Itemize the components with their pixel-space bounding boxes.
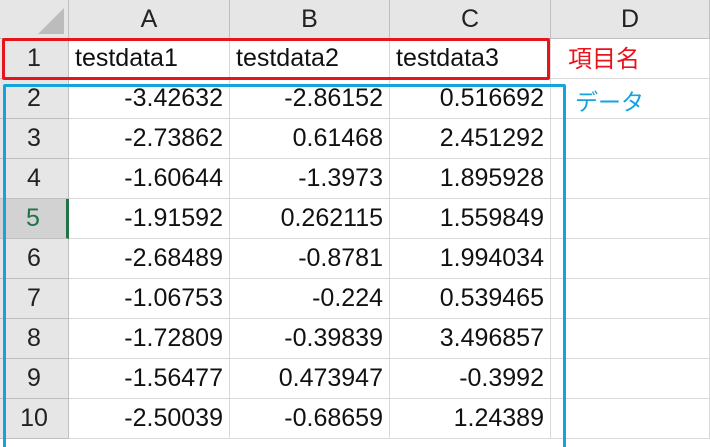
- row-header-9[interactable]: 9: [0, 359, 69, 399]
- cell-c8[interactable]: 3.496857: [390, 319, 551, 359]
- cell-a6[interactable]: -2.68489: [69, 239, 230, 279]
- cell-c10[interactable]: 1.24389: [390, 399, 551, 439]
- cell-d4[interactable]: [551, 159, 710, 199]
- row-header-8[interactable]: 8: [0, 319, 69, 359]
- cell-d9[interactable]: [551, 359, 710, 399]
- cell-b9[interactable]: 0.473947: [230, 359, 390, 399]
- row-header-7[interactable]: 7: [0, 279, 69, 319]
- column-header-d[interactable]: D: [551, 0, 710, 39]
- cell-a3[interactable]: -2.73862: [69, 119, 230, 159]
- cell-c9[interactable]: -0.3992: [390, 359, 551, 399]
- row-header-6[interactable]: 6: [0, 239, 69, 279]
- cell-c7[interactable]: 0.539465: [390, 279, 551, 319]
- cell-c3[interactable]: 2.451292: [390, 119, 551, 159]
- cell-c5[interactable]: 1.559849: [390, 199, 551, 239]
- cell-b4[interactable]: -1.3973: [230, 159, 390, 199]
- row-header-5[interactable]: 5: [0, 199, 69, 239]
- row-header-4[interactable]: 4: [0, 159, 69, 199]
- cell-b6[interactable]: -0.8781: [230, 239, 390, 279]
- select-all-triangle-icon: [38, 8, 64, 34]
- column-header-c[interactable]: C: [390, 0, 551, 39]
- cell-d10[interactable]: [551, 399, 710, 439]
- cell-d5[interactable]: [551, 199, 710, 239]
- cell-a4[interactable]: -1.60644: [69, 159, 230, 199]
- cell-b8[interactable]: -0.39839: [230, 319, 390, 359]
- row-header-10[interactable]: 10: [0, 399, 69, 439]
- cell-a9[interactable]: -1.56477: [69, 359, 230, 399]
- select-all-corner[interactable]: [0, 0, 69, 39]
- cell-d7[interactable]: [551, 279, 710, 319]
- cell-c2[interactable]: 0.516692: [390, 79, 551, 119]
- cell-c4[interactable]: 1.895928: [390, 159, 551, 199]
- column-header-b[interactable]: B: [230, 0, 390, 39]
- cell-c6[interactable]: 1.994034: [390, 239, 551, 279]
- cell-b5[interactable]: 0.262115: [230, 199, 390, 239]
- column-header-a[interactable]: A: [69, 0, 230, 39]
- row-header-1[interactable]: 1: [0, 39, 69, 79]
- cell-b10[interactable]: -0.68659: [230, 399, 390, 439]
- cell-a5[interactable]: -1.91592: [69, 199, 230, 239]
- cell-a2[interactable]: -3.42632: [69, 79, 230, 119]
- row-header-2[interactable]: 2: [0, 79, 69, 119]
- cell-d6[interactable]: [551, 239, 710, 279]
- cell-c1[interactable]: testdata3: [390, 39, 551, 79]
- cell-a8[interactable]: -1.72809: [69, 319, 230, 359]
- cell-d3[interactable]: [551, 119, 710, 159]
- cell-b7[interactable]: -0.224: [230, 279, 390, 319]
- cell-d8[interactable]: [551, 319, 710, 359]
- cell-b3[interactable]: 0.61468: [230, 119, 390, 159]
- cell-b2[interactable]: -2.86152: [230, 79, 390, 119]
- row-header-3[interactable]: 3: [0, 119, 69, 159]
- cell-b1[interactable]: testdata2: [230, 39, 390, 79]
- header-annotation-label: 項目名: [568, 45, 640, 73]
- cell-a1[interactable]: testdata1: [69, 39, 230, 79]
- cell-a10[interactable]: -2.50039: [69, 399, 230, 439]
- cell-a7[interactable]: -1.06753: [69, 279, 230, 319]
- data-annotation-label: データ: [575, 90, 644, 116]
